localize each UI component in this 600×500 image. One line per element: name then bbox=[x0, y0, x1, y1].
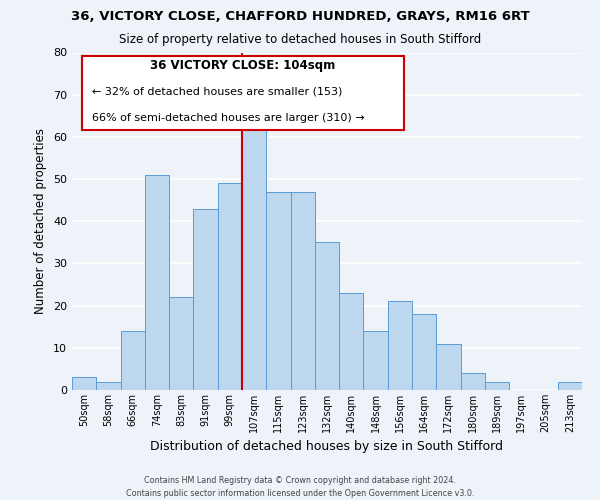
Bar bbox=[242, 124, 266, 390]
Bar bbox=[436, 344, 461, 390]
Y-axis label: Number of detached properties: Number of detached properties bbox=[34, 128, 47, 314]
Text: ← 32% of detached houses are smaller (153): ← 32% of detached houses are smaller (15… bbox=[92, 86, 343, 96]
Bar bbox=[339, 293, 364, 390]
Text: 66% of semi-detached houses are larger (310) →: 66% of semi-detached houses are larger (… bbox=[92, 114, 365, 123]
Bar bbox=[121, 331, 145, 390]
Bar bbox=[193, 208, 218, 390]
Bar bbox=[364, 331, 388, 390]
Bar bbox=[412, 314, 436, 390]
Bar bbox=[558, 382, 582, 390]
Bar bbox=[145, 175, 169, 390]
Text: Size of property relative to detached houses in South Stifford: Size of property relative to detached ho… bbox=[119, 32, 481, 46]
Bar bbox=[290, 192, 315, 390]
Bar bbox=[266, 192, 290, 390]
Bar bbox=[218, 184, 242, 390]
Text: 36 VICTORY CLOSE: 104sqm: 36 VICTORY CLOSE: 104sqm bbox=[150, 59, 335, 72]
Text: Contains HM Land Registry data © Crown copyright and database right 2024.
Contai: Contains HM Land Registry data © Crown c… bbox=[126, 476, 474, 498]
Bar bbox=[96, 382, 121, 390]
Text: 36, VICTORY CLOSE, CHAFFORD HUNDRED, GRAYS, RM16 6RT: 36, VICTORY CLOSE, CHAFFORD HUNDRED, GRA… bbox=[71, 10, 529, 23]
Bar bbox=[388, 302, 412, 390]
Bar bbox=[485, 382, 509, 390]
Bar bbox=[72, 378, 96, 390]
X-axis label: Distribution of detached houses by size in South Stifford: Distribution of detached houses by size … bbox=[151, 440, 503, 454]
FancyBboxPatch shape bbox=[82, 56, 404, 130]
Bar bbox=[169, 297, 193, 390]
Bar bbox=[461, 373, 485, 390]
Bar bbox=[315, 242, 339, 390]
